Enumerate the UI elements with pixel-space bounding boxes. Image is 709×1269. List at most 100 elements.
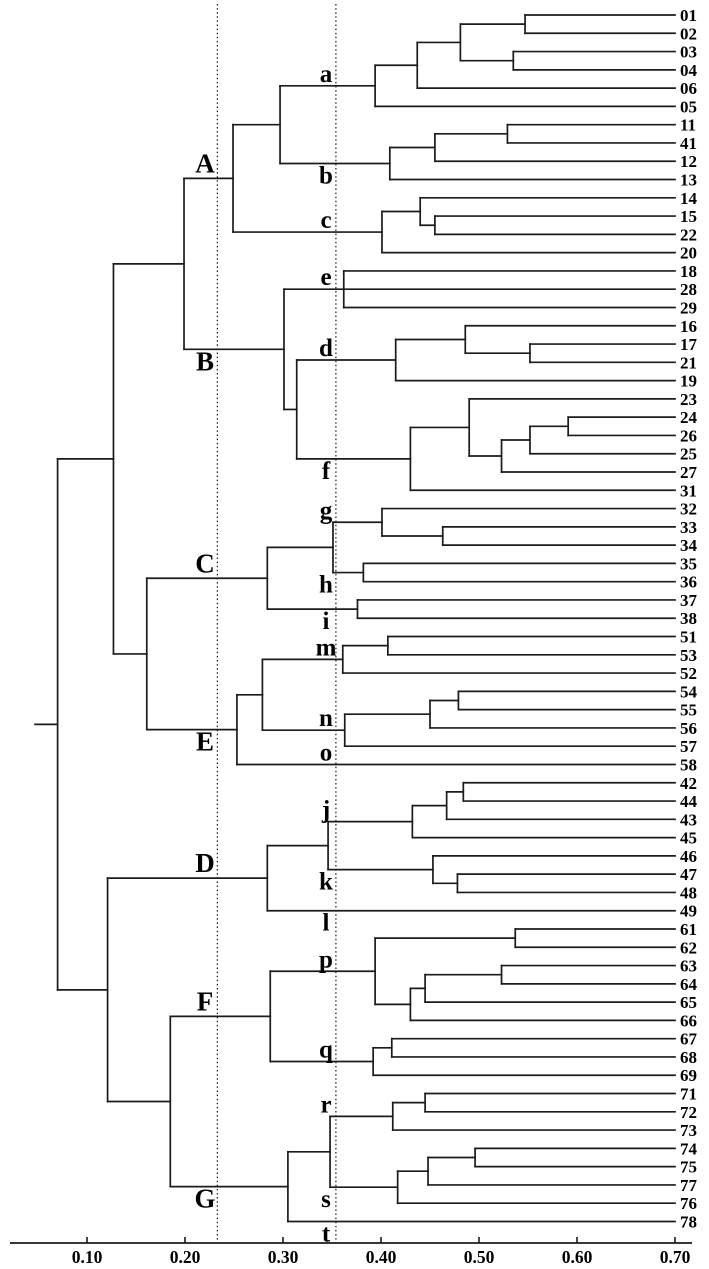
cluster-label-A: A (195, 148, 215, 178)
axis-tick-label-0.50: 0.50 (464, 1247, 495, 1267)
leaf-label-62: 62 (680, 938, 697, 957)
axis-tick-label-0.60: 0.60 (562, 1247, 593, 1267)
leaf-label-13: 13 (680, 171, 697, 190)
leaf-label-21: 21 (680, 353, 697, 372)
leaf-label-01: 01 (680, 6, 697, 25)
cluster-label-j: j (321, 797, 330, 824)
cluster-label-q: q (319, 1037, 333, 1064)
cluster-label-l: l (323, 910, 330, 937)
leaf-label-18: 18 (680, 262, 697, 281)
leaf-label-78: 78 (680, 1212, 697, 1231)
cluster-label-F: F (197, 986, 214, 1016)
leaf-label-72: 72 (680, 1103, 697, 1122)
leaf-label-28: 28 (680, 280, 697, 299)
leaf-label-66: 66 (680, 1011, 697, 1030)
leaf-label-24: 24 (680, 408, 698, 427)
leaf-label-51: 51 (680, 628, 697, 647)
leaf-label-73: 73 (680, 1121, 697, 1140)
leaf-label-68: 68 (680, 1048, 697, 1067)
leaf-label-67: 67 (680, 1030, 698, 1049)
cluster-label-n: n (319, 705, 333, 732)
leaf-label-52: 52 (680, 664, 697, 683)
leaf-label-65: 65 (680, 993, 697, 1012)
cluster-label-E: E (196, 727, 214, 757)
leaf-label-75: 75 (680, 1158, 697, 1177)
leaf-label-56: 56 (680, 719, 697, 738)
leaf-label-63: 63 (680, 957, 697, 976)
leaf-label-53: 53 (680, 646, 697, 665)
cluster-label-o: o (320, 739, 333, 766)
axis-tick-label-0.10: 0.10 (72, 1247, 103, 1267)
cluster-label-G: G (194, 1184, 215, 1214)
leaf-label-36: 36 (680, 573, 697, 592)
leaf-label-17: 17 (680, 335, 698, 354)
leaf-label-38: 38 (680, 609, 697, 628)
axis-tick-label-0.20: 0.20 (170, 1247, 201, 1267)
cluster-label-k: k (319, 869, 333, 896)
leaf-label-33: 33 (680, 518, 697, 537)
leaf-label-46: 46 (680, 847, 697, 866)
leaf-label-47: 47 (680, 865, 698, 884)
leaf-label-74: 74 (680, 1139, 698, 1158)
leaf-label-05: 05 (680, 97, 697, 116)
axis-tick-label-0.40: 0.40 (366, 1247, 397, 1267)
leaf-label-02: 02 (680, 24, 697, 43)
leaf-label-37: 37 (680, 591, 698, 610)
leaf-label-22: 22 (680, 225, 697, 244)
cluster-label-a: a (320, 61, 333, 88)
leaf-label-54: 54 (680, 682, 698, 701)
leaf-label-44: 44 (680, 792, 698, 811)
leaf-label-20: 20 (680, 244, 697, 263)
leaf-label-19: 19 (680, 372, 697, 391)
leaf-label-69: 69 (680, 1066, 697, 1085)
leaf-label-31: 31 (680, 481, 697, 500)
leaf-label-03: 03 (680, 43, 697, 62)
leaf-label-15: 15 (680, 207, 697, 226)
leaf-label-64: 64 (680, 975, 698, 994)
axis-tick-label-0.70: 0.70 (660, 1247, 691, 1267)
leaf-label-43: 43 (680, 810, 697, 829)
cluster-label-i: i (323, 608, 330, 635)
cluster-label-d: d (319, 335, 333, 362)
cluster-label-m: m (316, 634, 337, 661)
cluster-label-B: B (196, 346, 214, 376)
leaf-label-06: 06 (680, 79, 697, 98)
leaf-label-42: 42 (680, 774, 697, 793)
cluster-label-C: C (195, 548, 215, 578)
leaf-label-11: 11 (680, 116, 696, 135)
cluster-label-g: g (320, 497, 333, 524)
leaf-label-61: 61 (680, 920, 697, 939)
cluster-label-h: h (319, 572, 333, 599)
leaf-label-16: 16 (680, 317, 697, 336)
leaf-label-34: 34 (680, 536, 698, 555)
leaf-label-26: 26 (680, 426, 697, 445)
leaf-label-29: 29 (680, 298, 697, 317)
leaf-label-77: 77 (680, 1176, 698, 1195)
cluster-label-t: t (322, 1220, 331, 1247)
cluster-label-s: s (321, 1186, 331, 1213)
leaf-label-35: 35 (680, 554, 697, 573)
cluster-label-D: D (195, 848, 215, 878)
leaf-label-27: 27 (680, 463, 698, 482)
leaf-label-12: 12 (680, 152, 697, 171)
leaf-label-48: 48 (680, 883, 697, 902)
leaf-label-41: 41 (680, 134, 697, 153)
leaf-label-32: 32 (680, 500, 697, 519)
leaf-label-45: 45 (680, 829, 697, 848)
leaf-label-25: 25 (680, 445, 697, 464)
leaf-label-58: 58 (680, 755, 697, 774)
leaf-label-49: 49 (680, 902, 697, 921)
leaf-label-76: 76 (680, 1194, 697, 1213)
cluster-label-p: p (319, 946, 333, 973)
axis-tick-label-0.30: 0.30 (268, 1247, 299, 1267)
leaf-label-14: 14 (680, 189, 698, 208)
cluster-label-e: e (320, 264, 331, 291)
cluster-label-b: b (319, 163, 333, 190)
cluster-label-r: r (320, 1091, 331, 1118)
leaf-label-57: 57 (680, 737, 698, 756)
cluster-label-c: c (320, 207, 331, 234)
leaf-label-23: 23 (680, 390, 697, 409)
leaf-label-55: 55 (680, 701, 697, 720)
